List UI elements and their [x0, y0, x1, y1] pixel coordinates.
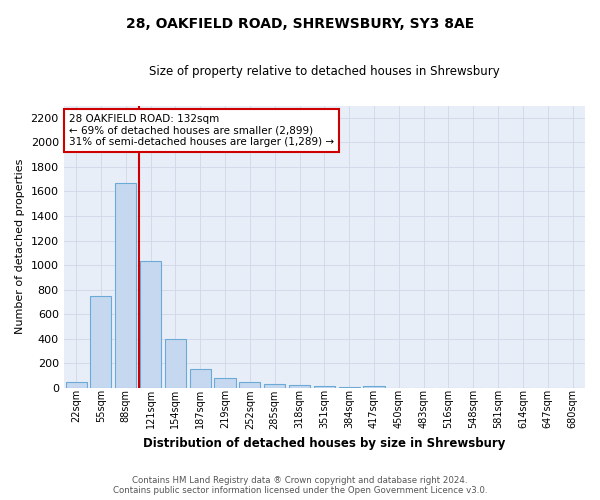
Bar	[314, 386, 335, 388]
Text: Contains HM Land Registry data ® Crown copyright and database right 2024.
Contai: Contains HM Land Registry data ® Crown c…	[113, 476, 487, 495]
Bar	[190, 370, 211, 388]
Bar	[165, 338, 186, 388]
X-axis label: Distribution of detached houses by size in Shrewsbury: Distribution of detached houses by size …	[143, 437, 506, 450]
Bar	[140, 262, 161, 388]
Bar	[338, 386, 360, 388]
Bar	[115, 183, 136, 388]
Bar	[65, 382, 86, 388]
Title: Size of property relative to detached houses in Shrewsbury: Size of property relative to detached ho…	[149, 65, 500, 78]
Bar	[239, 382, 260, 388]
Bar	[264, 384, 285, 388]
Bar	[289, 385, 310, 388]
Bar	[91, 296, 112, 388]
Text: 28, OAKFIELD ROAD, SHREWSBURY, SY3 8AE: 28, OAKFIELD ROAD, SHREWSBURY, SY3 8AE	[126, 18, 474, 32]
Bar	[214, 378, 236, 388]
Y-axis label: Number of detached properties: Number of detached properties	[15, 159, 25, 334]
Bar	[364, 386, 385, 388]
Text: 28 OAKFIELD ROAD: 132sqm
← 69% of detached houses are smaller (2,899)
31% of sem: 28 OAKFIELD ROAD: 132sqm ← 69% of detach…	[69, 114, 334, 147]
